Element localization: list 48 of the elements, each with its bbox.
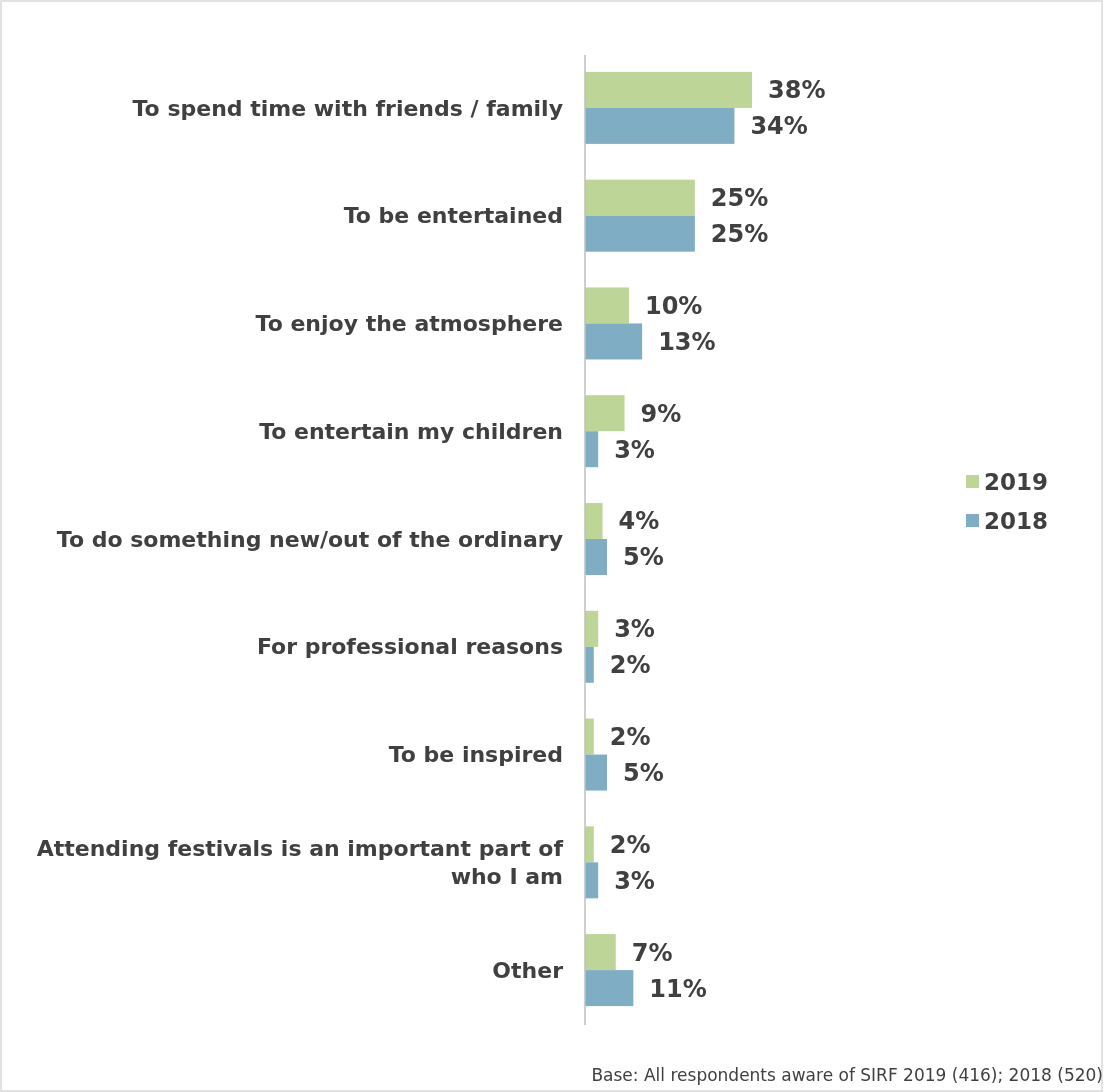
bar [585, 646, 594, 683]
data-label: 2% [609, 722, 651, 751]
y-tick-label: Other [492, 957, 564, 983]
data-label: 34% [750, 112, 808, 141]
bar [585, 431, 599, 468]
data-label: 4% [618, 507, 660, 536]
bar [585, 215, 695, 252]
bar [585, 107, 735, 144]
bar [585, 287, 629, 324]
data-label: 25% [710, 220, 769, 249]
data-label: 3% [614, 866, 655, 895]
data-label: 10% [644, 291, 703, 320]
bar [585, 610, 599, 647]
data-label: 9% [640, 399, 682, 428]
bar [585, 826, 594, 863]
bar [585, 395, 625, 432]
data-label: 13% [658, 327, 716, 356]
data-label: 2% [609, 830, 651, 859]
data-label: 5% [622, 758, 664, 787]
y-tick-label: To be entertained [343, 203, 563, 229]
bar [585, 754, 607, 791]
y-tick-label: To enjoy the atmosphere [255, 311, 563, 337]
bar [585, 71, 752, 108]
data-label: 11% [649, 974, 707, 1003]
bar [585, 718, 594, 755]
data-label: 3% [614, 435, 655, 464]
y-tick-label: To entertain my children [259, 418, 563, 444]
data-label: 7% [631, 938, 673, 967]
text: Base: All respondents aware of SIRF 2019 (416); 2018 (520) [591, 1065, 1103, 1085]
bar [585, 179, 695, 216]
legend-label: 2018 [984, 508, 1049, 535]
bar [585, 503, 603, 539]
bar [585, 862, 599, 899]
data-label: 5% [622, 543, 664, 572]
y-tick-label: To spend time with friends / family [132, 95, 563, 121]
data-label: 38% [768, 76, 826, 105]
y-tick-label: To be inspired [388, 742, 563, 768]
bar [585, 970, 634, 1007]
bar [585, 934, 616, 971]
y-tick-label: For professional reasons [256, 634, 563, 660]
y-tick-label: To do something new/out of the ordinary [56, 526, 563, 552]
y-tick-label: Attending festivals is an important part of who I am [36, 836, 564, 890]
data-label: 3% [614, 615, 655, 644]
bar [585, 539, 607, 575]
data-label: 2% [609, 651, 651, 680]
data-label: 25% [710, 184, 769, 213]
bar [585, 323, 643, 360]
legend-label: 2019 [984, 469, 1049, 496]
